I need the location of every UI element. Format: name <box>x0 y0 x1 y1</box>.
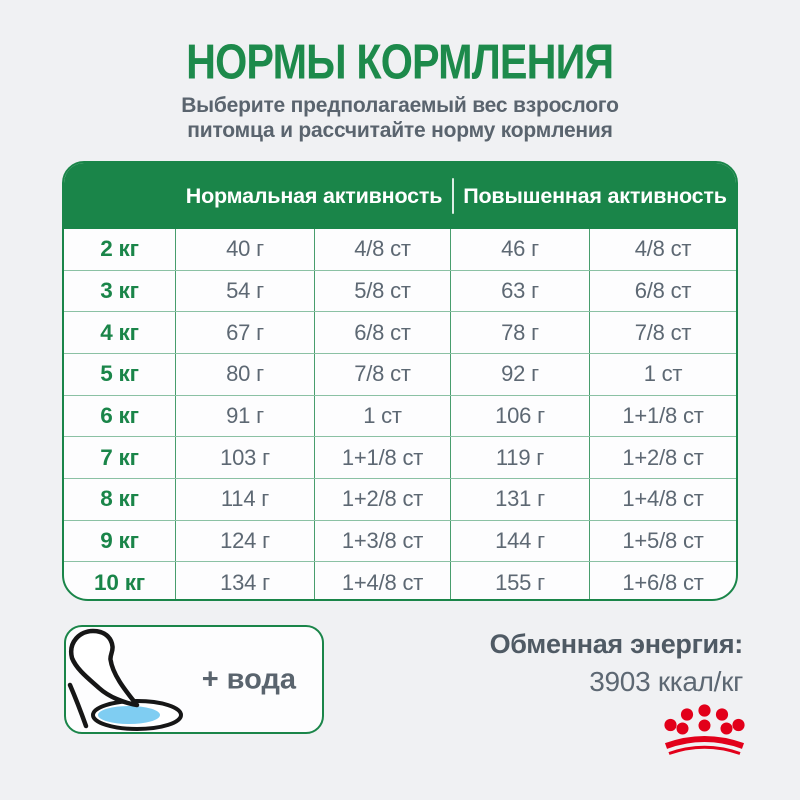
weight-cell: 4 кг <box>64 312 176 354</box>
subtitle-line-1: Выберите предполагаемый вес взрослого <box>181 94 619 117</box>
value-cell: 6/8 ст <box>315 312 451 354</box>
table-row: 9 кг 124 г 1+3/8 ст 144 г 1+5/8 ст <box>64 520 736 563</box>
value-cell: 144 г <box>451 520 590 562</box>
weight-cell: 2 кг <box>64 229 176 270</box>
column-group-high-activity: Повышенная активность <box>463 183 727 208</box>
value-cell: 119 г <box>451 437 590 479</box>
table-row: 2 кг 40 г 4/8 ст 46 г 4/8 ст <box>64 229 736 271</box>
table-row: 5 кг 80 г 7/8 ст 92 г 1 ст <box>64 354 736 396</box>
weight-cell: 7 кг <box>64 437 176 479</box>
value-cell: 4/8 ст <box>634 236 692 262</box>
value-cell: 92 г <box>451 354 590 395</box>
value-cell: 124 г <box>176 520 315 562</box>
weight-cell: 10 кг <box>64 562 176 599</box>
value-cell: 1 ст <box>643 361 683 387</box>
value-cell: 106 г <box>451 395 590 437</box>
value-cell: 1+4/8 ст <box>622 486 704 512</box>
weight-cell: 8 кг <box>64 479 176 520</box>
value-cell: 78 г <box>451 312 590 354</box>
subtitle-line-2: питомца и рассчитайте норму кормления <box>187 119 613 142</box>
value-cell: 1+2/8 ст <box>315 479 451 520</box>
table-row: 3 кг 54 г 5/8 ст 63 г 6/8 ст <box>64 270 736 313</box>
table-row: 8 кг 114 г 1+2/8 ст 131 г 1+4/8 ст <box>64 479 736 521</box>
feeding-table: Нормальная активность Повышенная активно… <box>62 161 738 601</box>
value-cell: 40 г <box>176 229 315 270</box>
table-row: 7 кг 103 г 1+1/8 ст 119 г 1+2/8 ст <box>64 437 736 480</box>
value-cell: 155 г <box>451 562 590 599</box>
water-note-label: + вода <box>201 663 296 695</box>
energy-value: 3903 ккал/кг <box>589 666 743 697</box>
table-row: 4 кг 67 г 6/8 ст 78 г 7/8 ст <box>64 312 736 355</box>
value-cell: 1 ст <box>315 395 451 437</box>
value-cell: 5/8 ст <box>315 270 451 312</box>
value-cell: 63 г <box>451 270 590 312</box>
drinking-pet-water-bowl-icon <box>67 628 183 731</box>
value-cell: 6/8 ст <box>634 278 692 303</box>
table-body: 2 кг 40 г 4/8 ст 46 г 4/8 ст 3 кг 54 г 5/8 ст 63… <box>64 229 736 599</box>
value-cell: 114 г <box>176 479 315 520</box>
value-cell: 7/8 ст <box>634 319 692 345</box>
value-cell: 1+6/8 ст <box>622 569 704 595</box>
value-cell: 67 г <box>176 312 315 354</box>
weight-cell: 3 кг <box>64 270 176 312</box>
weight-cell: 5 кг <box>64 354 176 395</box>
weight-cell: 6 кг <box>64 395 176 437</box>
page-subtitle: Выберите предполагаемый вес взрослого пи… <box>0 93 800 143</box>
value-cell: 91 г <box>176 395 315 437</box>
royal-canin-crown-icon <box>664 704 745 755</box>
add-water-note-box: + вода <box>64 625 324 734</box>
value-cell: 131 г <box>451 479 590 520</box>
value-cell: 1+1/8 ст <box>622 403 704 429</box>
value-cell: 46 г <box>451 229 590 270</box>
value-cell: 54 г <box>176 270 315 312</box>
value-cell: 4/8 ст <box>315 229 451 270</box>
value-cell: 134 г <box>176 562 315 599</box>
table-row: 10 кг 134 г 1+4/8 ст 155 г 1+6/8 ст <box>64 562 736 599</box>
value-cell: 1+2/8 ст <box>622 444 704 470</box>
page-title: НОРМЫ КОРМЛЕНИЯ <box>186 33 614 90</box>
value-cell: 103 г <box>176 437 315 479</box>
energy-info: Обменная энергия: 3903 ккал/кг <box>489 629 744 698</box>
value-cell: 7/8 ст <box>315 354 451 395</box>
value-cell: 1+5/8 ст <box>622 528 704 554</box>
value-cell: 1+4/8 ст <box>315 562 451 599</box>
value-cell: 1+3/8 ст <box>315 520 451 562</box>
energy-label: Обменная энергия: <box>489 629 744 659</box>
feeding-table-header: Нормальная активность Повышенная активно… <box>64 163 736 229</box>
header-divider <box>452 178 454 214</box>
value-cell: 80 г <box>176 354 315 395</box>
value-cell: 1+1/8 ст <box>315 437 451 479</box>
column-group-normal-activity: Нормальная активность <box>185 183 443 208</box>
weight-cell: 9 кг <box>64 520 176 562</box>
